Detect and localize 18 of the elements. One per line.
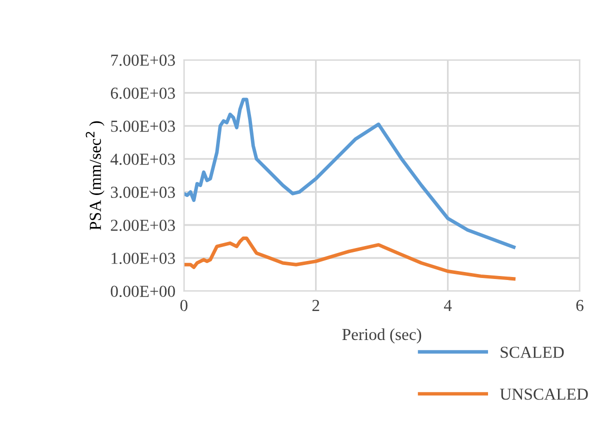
legend-label: UNSCALED [500,388,588,400]
x-tick-label: 0 [180,300,188,312]
x-tick-label: 4 [444,300,452,311]
y-tick-label: 0.00E+00 [110,286,175,298]
y-tick-label: 3.00E+03 [110,186,175,198]
legend-label: SCALED [500,346,564,358]
x-tick-label: 6 [576,300,584,312]
y-tick-label: 2.00E+03 [110,220,175,232]
y-tick-label: 6.00E+03 [110,88,175,99]
y-tick-label: 1.00E+03 [112,252,175,264]
line-series [184,236,516,281]
x-axis-title: Period (sec) [342,328,422,344]
y-tick-label: 5.00E+03 [111,120,175,132]
y-axis-title: PSA (mm/sec$^{2}$ ) [86,121,104,230]
y-tick-label: 4.00E+03 [110,154,175,165]
line-series [184,98,516,249]
x-tick-label: 2 [312,300,320,311]
y-tick-label: 7.00E+03 [111,54,175,66]
